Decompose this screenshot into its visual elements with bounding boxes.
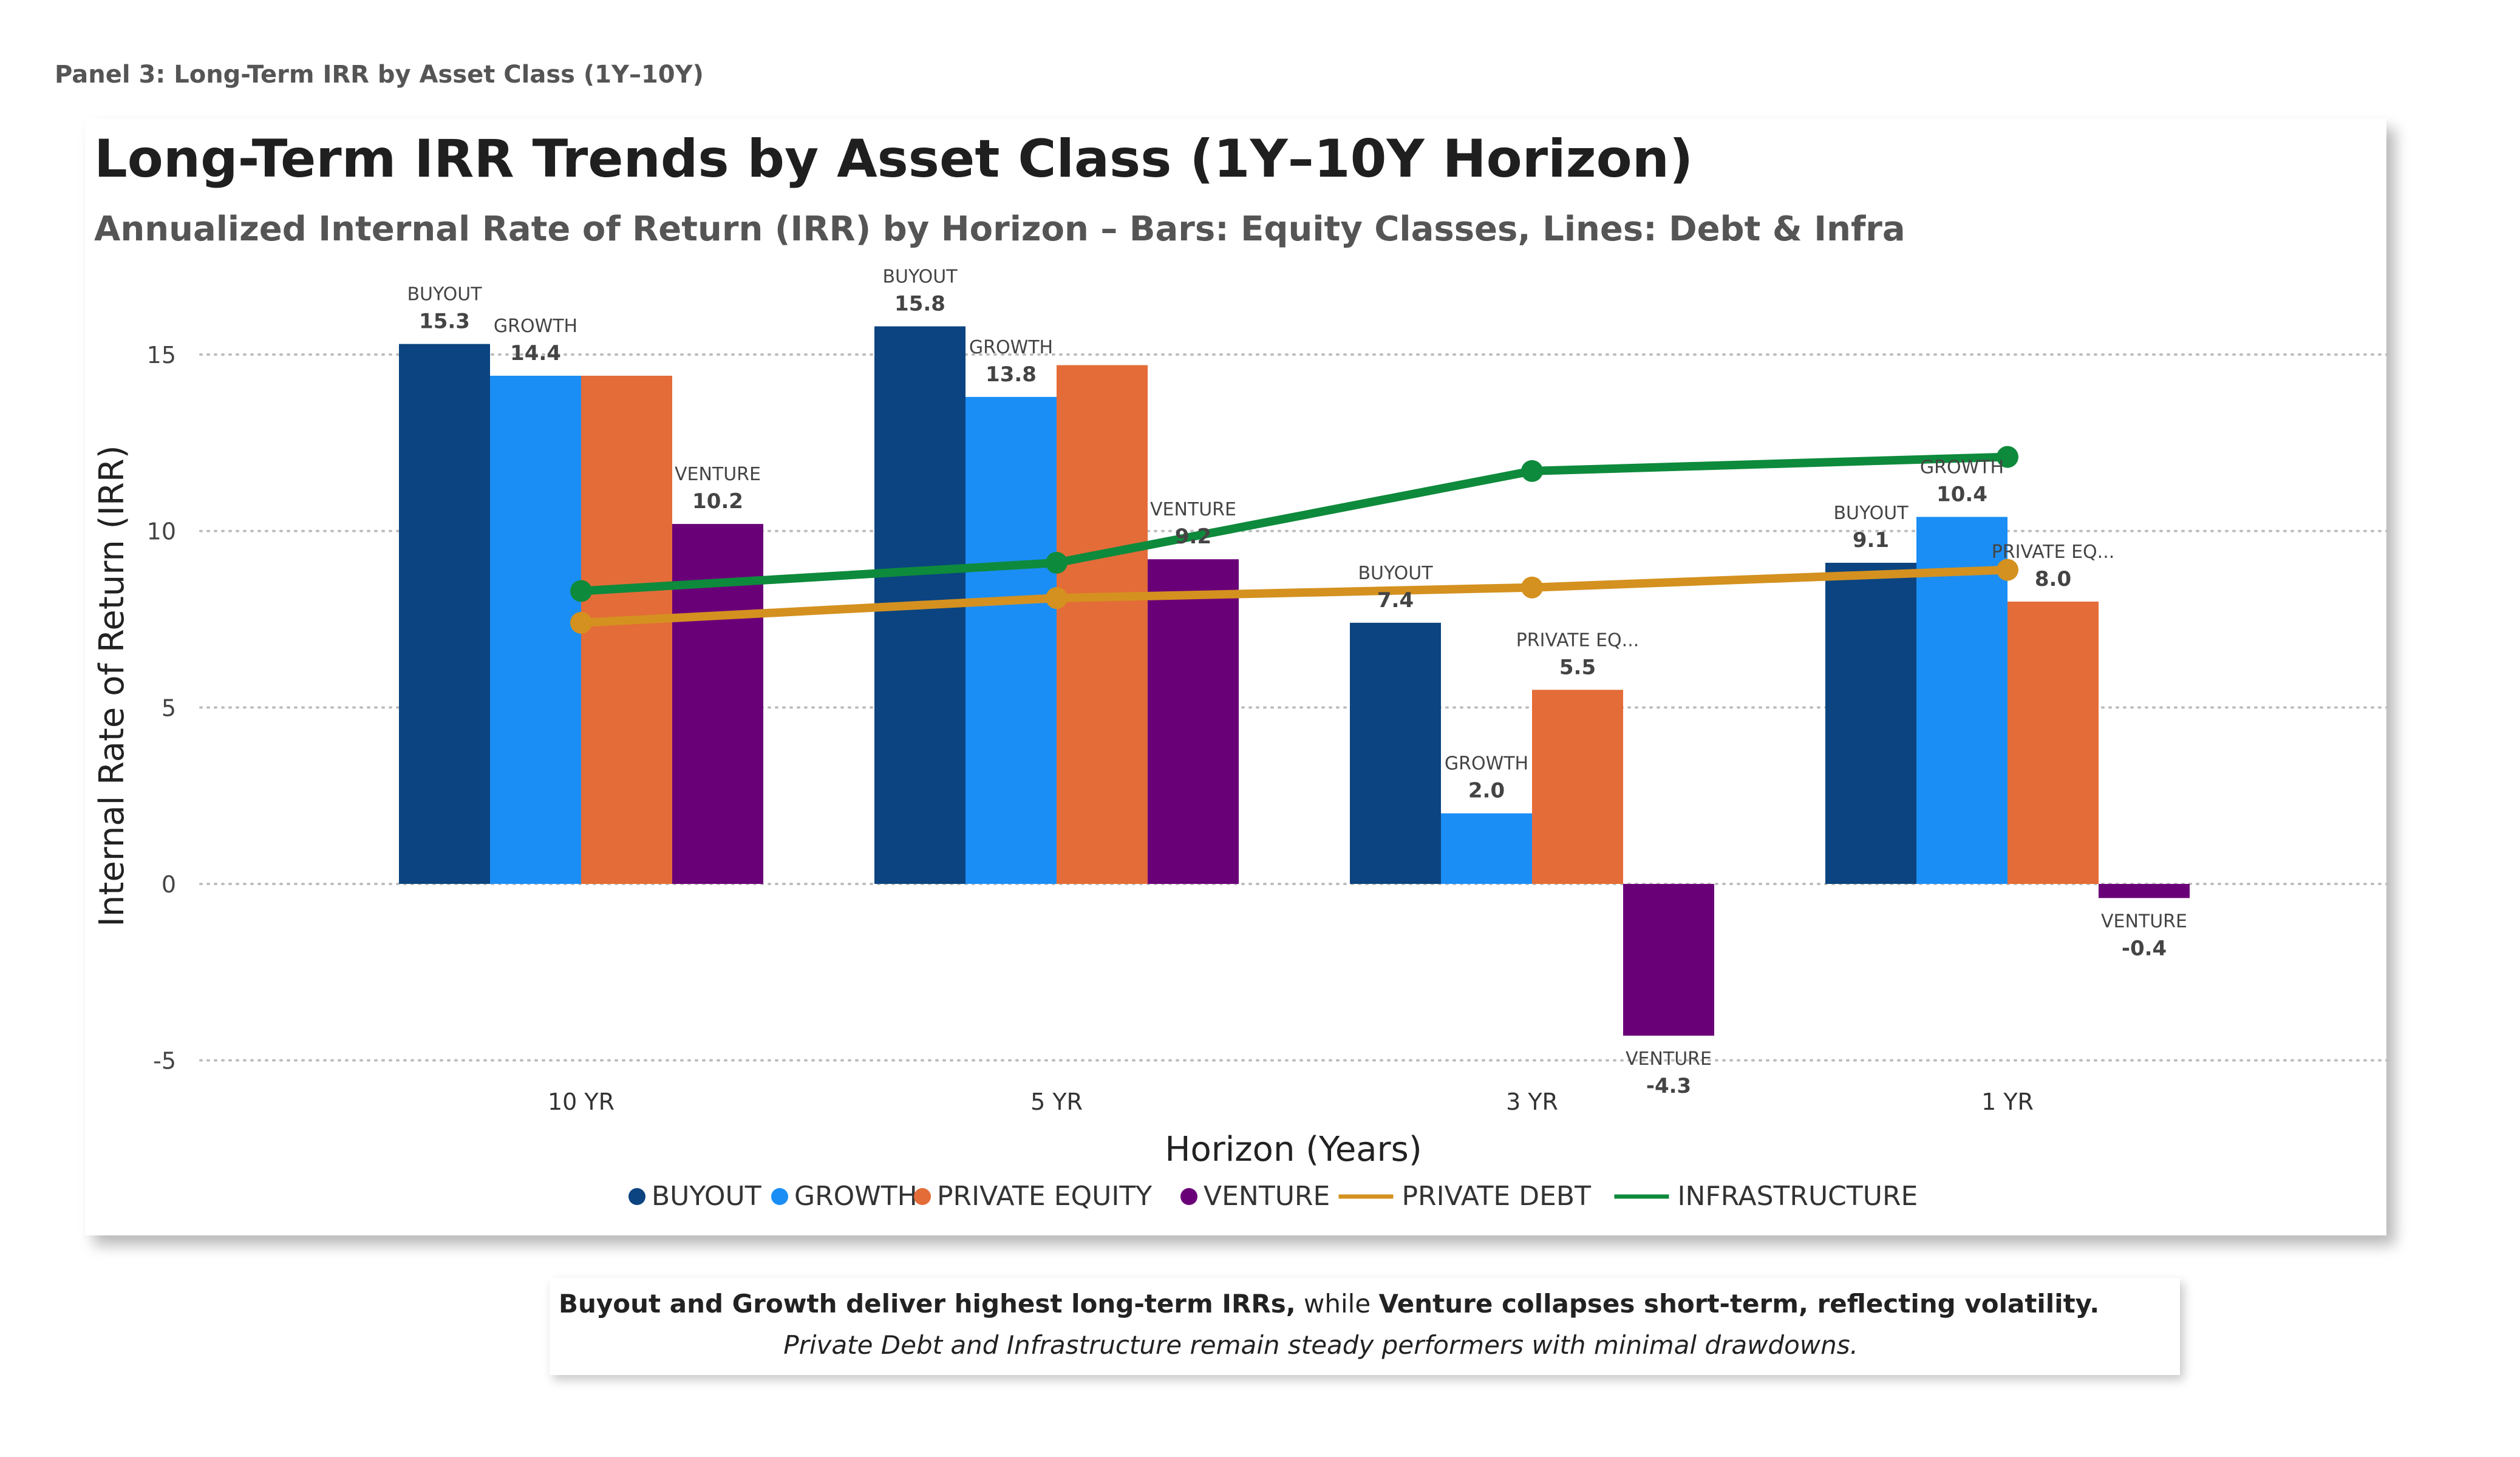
line-point bbox=[570, 611, 592, 634]
bar-category-label: PRIVATE EQ... bbox=[1516, 630, 1640, 651]
bar bbox=[965, 396, 1057, 884]
bar bbox=[490, 375, 581, 884]
bar bbox=[1057, 365, 1148, 884]
y-tick-label: 15 bbox=[147, 342, 176, 368]
bar-category-label: BUYOUT bbox=[882, 267, 958, 288]
bar bbox=[399, 344, 490, 884]
note-line-1: Buyout and Growth deliver highest long-t… bbox=[559, 1289, 2099, 1319]
bar-category-label: GROWTH bbox=[494, 316, 577, 337]
legend-marker bbox=[771, 1188, 788, 1205]
bar-value-label: 8.0 bbox=[2035, 567, 2071, 591]
bar-category-label: BUYOUT bbox=[1358, 563, 1433, 584]
legend-label: PRIVATE EQUITY bbox=[937, 1181, 1152, 1212]
line-point bbox=[1521, 576, 1543, 599]
y-axis-label: Internal Rate of Return (IRR) bbox=[92, 445, 132, 926]
legend-label: BUYOUT bbox=[652, 1181, 761, 1212]
bar-value-label: 9.1 bbox=[1853, 528, 1889, 552]
y-tick-label: 0 bbox=[162, 871, 176, 898]
bar-category-label: PRIVATE EQ... bbox=[1992, 542, 2115, 563]
x-tick-label: 3 YR bbox=[1506, 1089, 1558, 1115]
panel-label: Panel 3: Long-Term IRR by Asset Class (1… bbox=[55, 61, 704, 89]
bar-value-label: 15.8 bbox=[894, 292, 945, 316]
y-tick-label: -5 bbox=[153, 1048, 176, 1075]
note-plain-1: while bbox=[1295, 1289, 1379, 1319]
note-line-2: Private Debt and Infrastructure remain s… bbox=[783, 1330, 1858, 1360]
bar-category-label: GROWTH bbox=[1920, 457, 2004, 478]
bar bbox=[581, 375, 672, 884]
bar bbox=[1623, 884, 1714, 1036]
series-line bbox=[581, 452, 2008, 596]
chart-plot: -5 0 5 10 15 Horizon (Years) Internal Rate of … bbox=[92, 267, 2394, 1212]
y-tick-label: 10 bbox=[147, 518, 176, 545]
bar-value-label: 7.4 bbox=[1377, 588, 1414, 613]
bar-category-label: VENTURE bbox=[2101, 911, 2187, 932]
bar-value-label: 2.0 bbox=[1468, 779, 1505, 803]
bar bbox=[1148, 559, 1239, 884]
bar-category-label: VENTURE bbox=[675, 464, 761, 485]
bar bbox=[1441, 813, 1532, 884]
bar bbox=[1350, 622, 1441, 884]
bar-value-label: 10.2 bbox=[692, 489, 743, 514]
bar-value-label: 14.4 bbox=[510, 341, 561, 365]
bar-category-label: VENTURE bbox=[1150, 499, 1236, 520]
legend-label: GROWTH bbox=[794, 1181, 918, 1212]
line-point bbox=[570, 580, 592, 602]
bar-value-label: 10.4 bbox=[1936, 482, 1987, 506]
x-tick-label: 1 YR bbox=[1981, 1089, 2034, 1115]
line-point bbox=[1046, 552, 1068, 574]
bar bbox=[1532, 690, 1623, 884]
line-point bbox=[1046, 587, 1068, 610]
line-point bbox=[1997, 446, 2018, 468]
bar-value-label: 15.3 bbox=[419, 310, 470, 334]
y-tick-label: 5 bbox=[162, 695, 176, 721]
legend-marker bbox=[628, 1188, 645, 1205]
bar-category-label: VENTURE bbox=[1626, 1048, 1712, 1070]
bar-value-label: -4.3 bbox=[1646, 1074, 1691, 1098]
line-point bbox=[1997, 559, 2018, 581]
bar-value-label: -0.4 bbox=[2122, 936, 2167, 960]
bar bbox=[2099, 884, 2190, 898]
note-bold-2: Venture collapses short-term, reflecting… bbox=[1378, 1289, 2100, 1319]
bar bbox=[1825, 563, 1916, 884]
insight-note: Buyout and Growth deliver highest long-t… bbox=[550, 1278, 2180, 1375]
note-bold-1: Buyout and Growth deliver highest long-t… bbox=[559, 1289, 1296, 1319]
chart-title: Long-Term IRR Trends by Asset Class (1Y–… bbox=[94, 129, 1694, 189]
bar-category-label: BUYOUT bbox=[1833, 503, 1909, 524]
legend-marker bbox=[1180, 1188, 1197, 1205]
legend-label: VENTURE bbox=[1204, 1181, 1330, 1212]
bar-category-label: BUYOUT bbox=[407, 284, 482, 305]
legend-label: INFRASTRUCTURE bbox=[1678, 1181, 1918, 1212]
legend-label: PRIVATE DEBT bbox=[1402, 1181, 1592, 1212]
bar bbox=[2007, 601, 2099, 884]
series-line bbox=[581, 565, 2008, 627]
bar-category-label: GROWTH bbox=[969, 337, 1053, 358]
bar bbox=[1916, 517, 2007, 884]
bar-value-label: 9.2 bbox=[1175, 525, 1211, 549]
bar-value-label: 5.5 bbox=[1559, 655, 1596, 679]
line-point bbox=[1521, 460, 1543, 482]
x-tick-label: 5 YR bbox=[1030, 1089, 1083, 1115]
legend-marker bbox=[914, 1188, 931, 1205]
x-tick-label: 10 YR bbox=[548, 1089, 615, 1115]
x-axis-label: Horizon (Years) bbox=[1165, 1130, 1422, 1169]
chart-subtitle: Annualized Internal Rate of Return (IRR)… bbox=[94, 209, 1905, 249]
bar-value-label: 13.8 bbox=[986, 362, 1037, 387]
bar-category-label: GROWTH bbox=[1445, 753, 1528, 775]
